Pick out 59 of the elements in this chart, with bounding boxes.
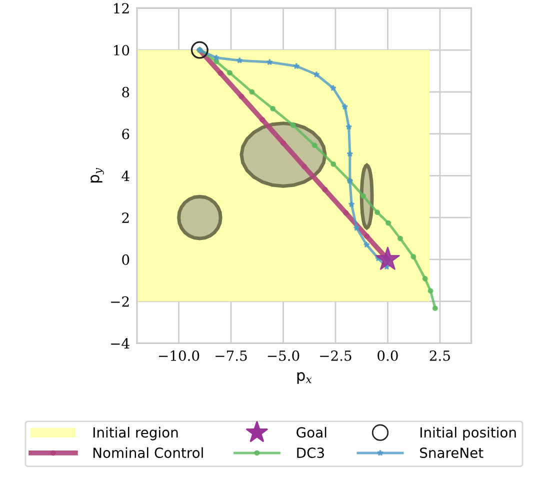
legend-label: DC3 [297,448,324,458]
point [397,236,404,242]
y-tick-label: −4 [111,338,130,348]
point [260,116,266,123]
legend-label: SnareNet [420,448,484,458]
x-tick-label: −7.5 [216,350,247,361]
x-axis-title: p$_{x}$ [297,372,312,384]
point [360,193,366,199]
point [342,103,348,110]
point [290,122,296,128]
legend-label: Initial region [93,426,178,440]
legend-label: Goal [296,426,326,438]
point [353,224,360,231]
y-tick-label: 2 [122,212,129,223]
x-tick-label: −2.5 [320,350,352,361]
point [236,57,243,64]
point [249,89,255,95]
point [346,123,352,130]
legend-label: Initial position [420,426,516,440]
point [312,142,318,148]
y-tick-label: 4 [122,170,130,181]
point [363,241,370,248]
point [346,150,354,157]
point [301,164,307,170]
point [422,276,428,282]
y-tick-label: 8 [122,86,130,98]
y-tick-label: −2 [111,296,129,307]
point [190,41,208,59]
legend-label: Nominal Control [93,447,203,458]
y-tick-label: 12 [114,3,129,14]
y-axis-title: p$_{y}$ [90,168,104,182]
point [270,106,276,112]
point [364,233,370,239]
point [238,94,244,100]
point [330,84,337,92]
y-tick-label: 6 [122,128,130,140]
point [410,254,416,260]
point [432,305,438,312]
point [428,288,434,294]
point [322,186,328,192]
point [343,210,349,216]
point [313,71,320,78]
point [376,246,400,270]
x-tick-label: −10.0 [158,350,200,361]
x-tick-label: 2.5 [430,350,450,361]
point [330,161,336,167]
point [226,70,233,76]
point [266,58,274,66]
x-tick-label: 0.0 [378,350,398,361]
point [280,140,286,146]
point [293,62,300,70]
point [213,54,220,61]
y-tick-label: 10 [114,44,130,56]
point [386,220,392,226]
point [374,210,380,216]
y-tick-label: 0 [122,254,130,265]
x-tick-label: −5.0 [268,350,300,361]
point [348,200,355,208]
point [218,70,224,76]
